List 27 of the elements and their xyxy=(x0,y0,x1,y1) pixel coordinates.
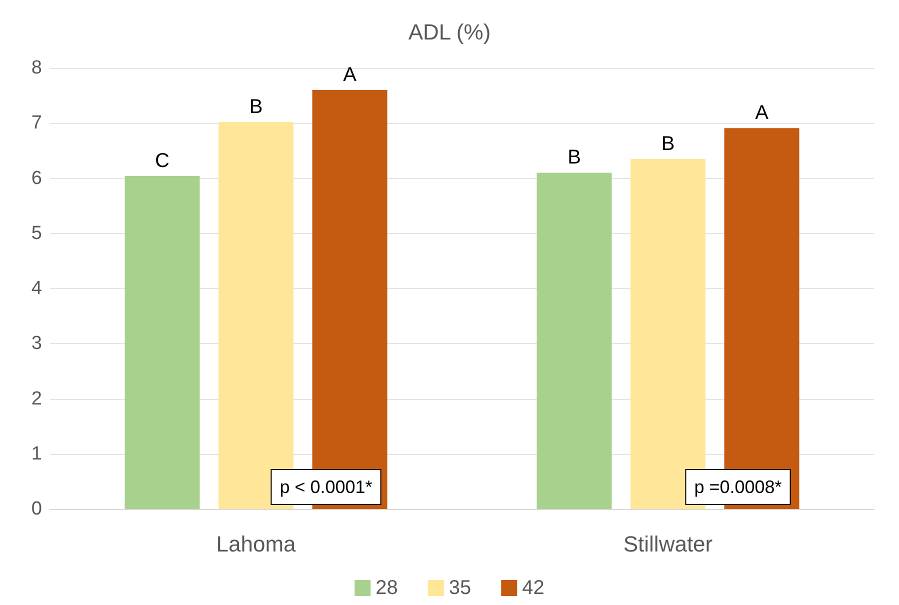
y-tick-label: 3 xyxy=(31,333,42,354)
y-tick-label: 4 xyxy=(31,278,42,299)
x-tick-label: Lahoma xyxy=(216,532,297,556)
data-label: B xyxy=(661,132,675,155)
y-tick-label: 2 xyxy=(31,388,42,410)
y-tick-label: 8 xyxy=(31,58,42,78)
bar xyxy=(630,158,706,509)
legend-label: 42 xyxy=(522,577,544,599)
bar xyxy=(218,122,294,509)
legend-label: 28 xyxy=(376,577,398,599)
annotation: p < 0.0001* xyxy=(280,477,372,497)
data-label: B xyxy=(568,146,581,169)
data-label: A xyxy=(755,102,770,124)
y-tick-label: 5 xyxy=(31,222,42,244)
chart-title: ADL (%) xyxy=(408,20,491,44)
y-tick-label: 0 xyxy=(31,498,42,520)
x-tick-label: Stillwater xyxy=(623,532,713,556)
annotation: p =0.0008* xyxy=(694,477,782,497)
data-label: C xyxy=(155,150,170,172)
bar xyxy=(536,172,612,509)
bar xyxy=(124,176,200,509)
y-tick-label: 1 xyxy=(31,443,42,464)
y-tick-label: 7 xyxy=(31,112,42,134)
data-label: A xyxy=(343,64,358,86)
legend-label: 35 xyxy=(448,577,472,599)
y-tick-label: 6 xyxy=(31,168,42,189)
data-label: B xyxy=(249,96,263,118)
